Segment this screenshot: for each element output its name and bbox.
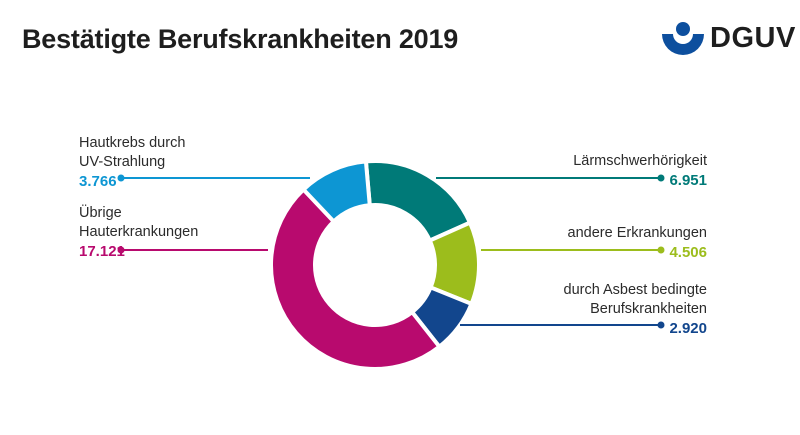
- slice-label-andere-erkrankungen: andere Erkrankungen 4.506: [568, 224, 707, 262]
- slice-value: 2.920: [669, 320, 707, 337]
- slice-label-text: Übrige: [79, 205, 122, 221]
- dguv-emblem-icon: [662, 22, 704, 55]
- slice-label-text: andere Erkrankungen: [567, 225, 707, 241]
- chart-title: Bestätigte Berufskrankheiten 2019: [22, 24, 459, 54]
- slice-value: 4.506: [669, 244, 707, 261]
- slice-label-l-rmschwerh-rigkeit: Lärmschwerhörigkeit 6.951: [573, 152, 707, 190]
- slice-label-text: Hauterkrankungen: [79, 224, 199, 240]
- leader-dot-durch-asbest-bedingte-berufskrankheiten: [657, 321, 665, 329]
- logo-text: DGUV: [710, 22, 796, 54]
- slice-label-hautkrebs-durch-uv-strahlung: Hautkrebs durch UV-Strahlung 3.766: [79, 134, 185, 191]
- slice-label-durch-asbest-bedingte-berufskrankheiten: durch Asbest bedingte Berufskrankheiten 2.…: [564, 281, 708, 338]
- slice-value: 3.766: [79, 173, 117, 190]
- leader-dot-hautkrebs-durch-uv-strahlung: [117, 174, 125, 182]
- donut-slice-brige-hauterkrankungen: [269, 186, 443, 371]
- leader-dot-brige-hauterkrankungen: [117, 246, 125, 254]
- slice-value: 6.951: [669, 172, 707, 189]
- leader-dot-l-rmschwerh-rigkeit: [657, 174, 665, 182]
- slice-label-text: UV-Strahlung: [79, 154, 166, 170]
- donut-slice-hautkrebs-durch-uv-strahlung: [300, 159, 372, 225]
- slice-label-text: durch Asbest bedingte: [563, 282, 708, 298]
- slice-label-text: Berufskrankheiten: [590, 301, 707, 317]
- slice-value: 17.121: [79, 243, 125, 260]
- leader-dot-andere-erkrankungen: [657, 246, 665, 254]
- dguv-logo: DGUV: [660, 20, 795, 60]
- slice-label-brige-hauterkrankungen: Übrige Hauterkrankungen 17.121: [79, 204, 198, 261]
- slice-label-text: Lärmschwerhörigkeit: [573, 153, 707, 169]
- slice-label-text: Hautkrebs durch: [79, 135, 186, 151]
